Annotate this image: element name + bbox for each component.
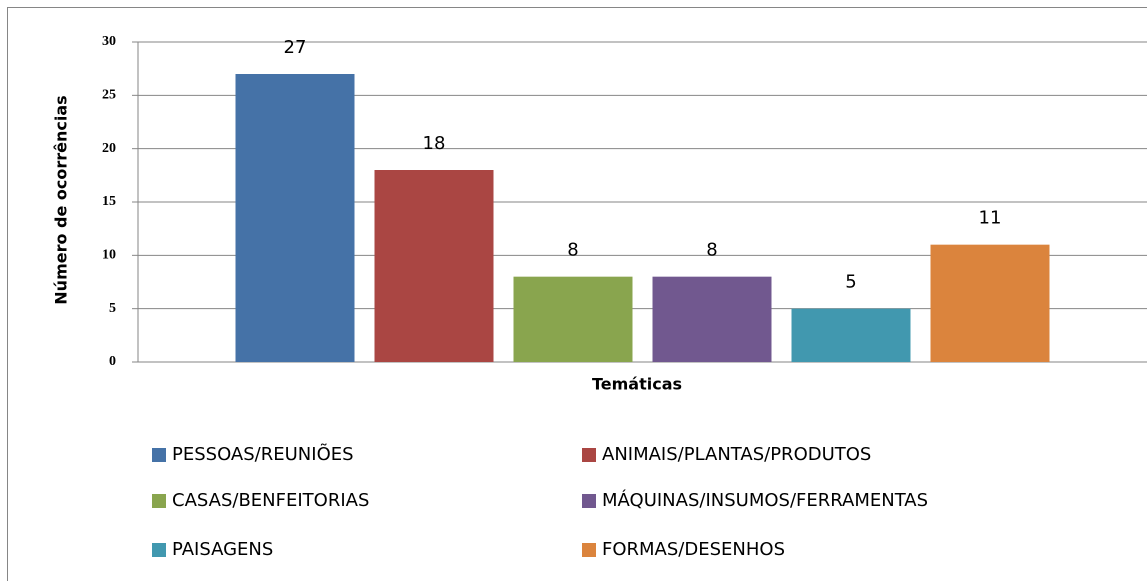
bar [652,276,772,362]
legend-swatch [152,448,166,462]
value-label: 8 [567,240,578,261]
x-axis-title: Temáticas [592,375,682,394]
bar [930,244,1050,362]
legend-swatch [582,543,596,557]
value-label: 18 [423,133,446,154]
legend-label: FORMAS/DESENHOS [602,539,785,560]
y-axis-title: Número de ocorrências [52,95,71,304]
y-tick-label: 30 [102,34,116,49]
legend-swatch [152,543,166,557]
y-tick-label: 0 [109,354,116,369]
legend-label: PESSOAS/REUNIÕES [172,443,354,465]
bar [374,170,494,362]
bar [791,308,911,362]
legend-label: ANIMAIS/PLANTAS/PRODUTOS [602,444,871,465]
y-tick-label: 15 [102,194,116,209]
legend-label: PAISAGENS [172,539,273,560]
y-tick-label: 25 [102,88,116,103]
y-tick-label: 20 [102,141,116,156]
legend-swatch [152,494,166,508]
legend-swatch [582,448,596,462]
legend-label: MÁQUINAS/INSUMOS/FERRAMENTAS [602,489,928,511]
bar [235,74,355,362]
value-label: 8 [706,240,717,261]
value-label: 11 [979,208,1002,229]
value-label: 27 [284,37,307,58]
y-tick-label: 10 [102,248,116,263]
y-tick-label: 5 [109,301,116,316]
legend-label: CASAS/BENFEITORIAS [172,490,369,511]
legend-swatch [582,494,596,508]
value-label: 5 [845,272,856,293]
bar [513,276,633,362]
